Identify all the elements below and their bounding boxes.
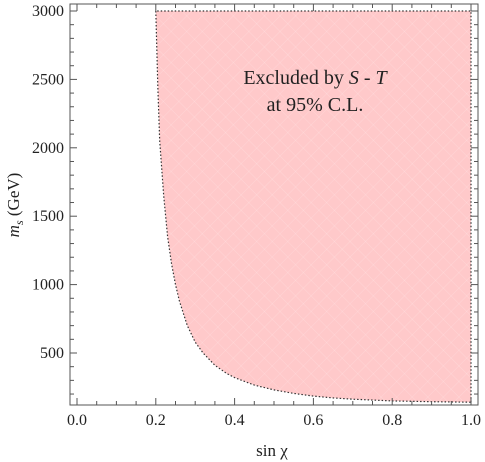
annotation-line-2: at 95% C.L. — [267, 94, 364, 116]
x-axis-ticks: 0.0 0.2 0.4 0.6 0.8 1.0 — [67, 4, 481, 429]
annotation-line-1: Excluded by S - T — [243, 67, 388, 89]
x-tick-label: 0.0 — [67, 412, 87, 429]
x-tick-label: 0.6 — [303, 412, 323, 429]
x-tick-label: 1.0 — [461, 412, 481, 429]
y-tick-label: 1000 — [32, 277, 64, 294]
x-axis-title: sin χ — [256, 441, 288, 460]
y-tick-label: 500 — [40, 345, 64, 362]
y-tick-label: 1500 — [32, 208, 64, 225]
y-tick-label: 3000 — [32, 3, 64, 20]
y-axis-title: ms (GeV) — [4, 173, 26, 238]
y-tick-label: 2500 — [32, 71, 64, 88]
x-tick-label: 0.8 — [382, 412, 402, 429]
y-axis-ticks: 500 1000 1500 2000 2500 3000 — [32, 3, 478, 395]
y-tick-label: 2000 — [32, 140, 64, 157]
x-tick-label: 0.4 — [225, 412, 245, 429]
excluded-region-mesh — [155, 11, 472, 403]
exclusion-boundary-edge — [155, 10, 472, 403]
excluded-region-layer — [155, 10, 472, 403]
x-tick-label: 0.2 — [146, 412, 166, 429]
exclusion-boundary-curve — [155, 10, 472, 403]
